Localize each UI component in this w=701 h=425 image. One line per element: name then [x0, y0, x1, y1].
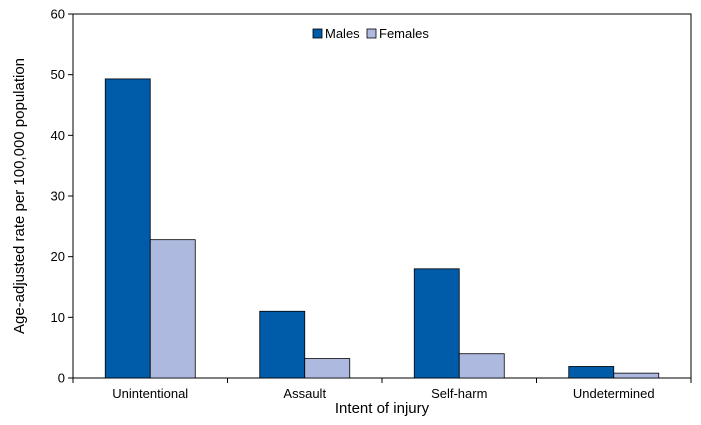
bar-females-unintentional: [149, 239, 196, 379]
y-tick-label: 60: [51, 7, 65, 22]
bar-males-undetermined: [568, 366, 615, 379]
legend-swatch-males: [312, 28, 323, 39]
y-tick-label: 50: [51, 67, 65, 82]
y-tick-label: 10: [51, 310, 65, 325]
y-tick-label: 20: [51, 249, 65, 264]
legend-label-males: Males: [325, 26, 360, 41]
x-axis-tick-labels: Unintentional Assault Self-harm Undetermine…: [72, 378, 692, 401]
x-tick-label: Self-harm: [431, 386, 487, 401]
bar-females-self-harm: [458, 353, 505, 379]
y-tick-label: 40: [51, 128, 65, 143]
bar-males-self-harm: [413, 268, 460, 379]
legend-swatch-females: [366, 28, 377, 39]
y-axis-title: Age-adjusted rate per 100,000 population: [11, 58, 28, 334]
y-axis-ticks: 0 10 20 30 40 50 60: [51, 7, 73, 386]
legend: Males Females: [312, 26, 429, 41]
bars: [104, 78, 660, 379]
legend-label-females: Females: [379, 26, 429, 41]
bar-females-assault: [304, 358, 351, 379]
bar-males-assault: [259, 310, 306, 379]
x-tick-label: Assault: [283, 386, 326, 401]
bar-males-unintentional: [104, 78, 151, 379]
y-tick-label: 0: [58, 371, 65, 386]
bar-females-undetermined: [613, 372, 660, 379]
x-tick-label: Unintentional: [112, 386, 188, 401]
y-tick-label: 30: [51, 189, 65, 204]
x-axis-title: Intent of injury: [335, 400, 430, 417]
x-tick-label: Undetermined: [573, 386, 655, 401]
